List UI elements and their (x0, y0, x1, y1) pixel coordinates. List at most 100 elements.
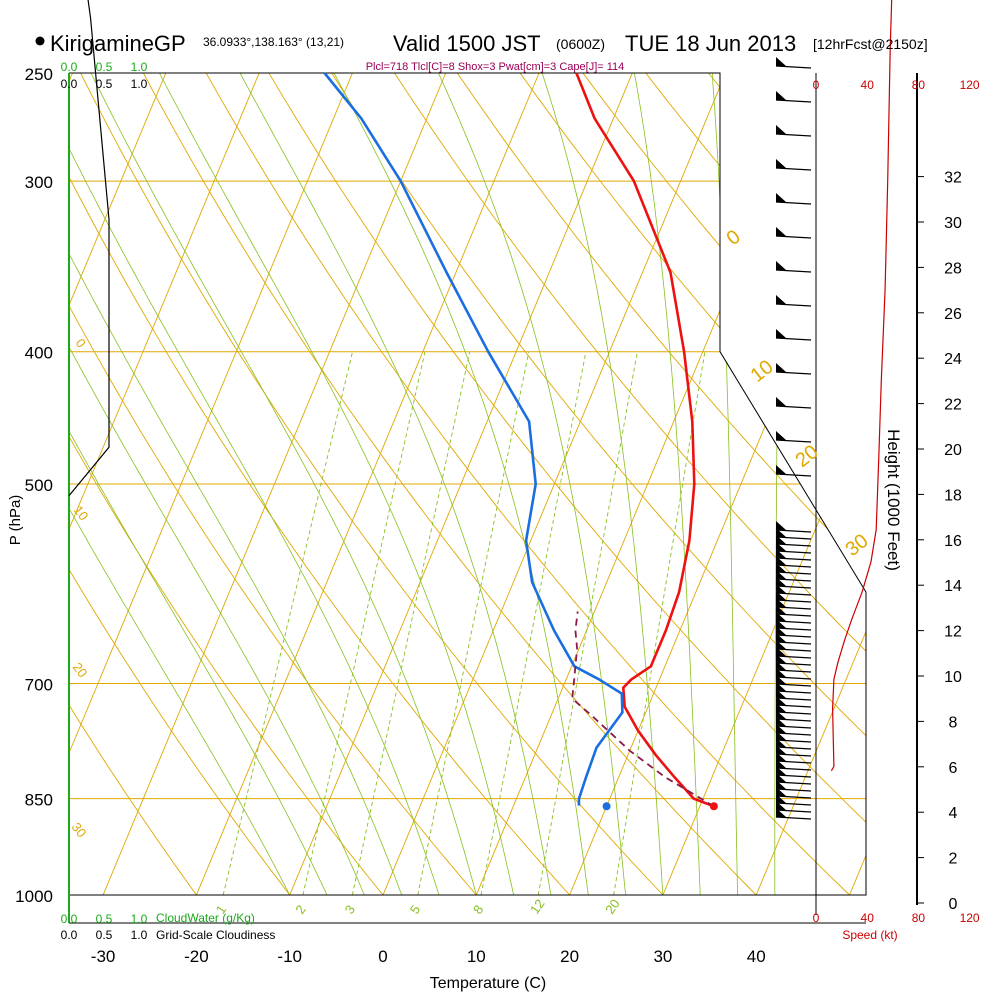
parcel-line (571, 611, 715, 808)
wind-barb (775, 724, 812, 736)
surface-temperature-marker (709, 802, 718, 811)
barb-staff (775, 711, 812, 715)
barb-flag (776, 766, 786, 775)
barb-staff (775, 753, 812, 757)
height-tick-label: 32 (944, 170, 962, 187)
height-tick-label: 20 (944, 442, 962, 459)
moist-adiabat (634, 73, 701, 895)
isotherm-line (849, 73, 866, 895)
wind-barb (775, 780, 812, 792)
cloudiness-tick-bottom: 0.5 (96, 928, 113, 942)
barb-flag (776, 521, 786, 530)
barb-staff (775, 473, 812, 477)
side-panels (68, 0, 893, 772)
pressure-tick-label: 250 (25, 65, 53, 84)
barb-staff (775, 725, 812, 729)
height-tick-label: 14 (944, 578, 962, 595)
wind-barbs (775, 57, 812, 820)
barb-staff (775, 809, 812, 813)
speed-axis-title: Speed (kt) (842, 928, 897, 942)
speed-tick-bottom: 40 (861, 911, 875, 925)
isotherm-label-left: 30 (69, 820, 90, 841)
wind-barb (775, 57, 812, 69)
wind-barb (775, 549, 812, 561)
pressure-tick-label: 1000 (15, 887, 53, 906)
barb-flag (776, 717, 786, 726)
barb-staff (775, 578, 812, 582)
barb-staff (775, 167, 812, 171)
barb-staff (775, 634, 812, 638)
isotherm-line (69, 73, 353, 895)
dry-adiabat (394, 73, 866, 895)
temperature-tick-label: 0 (378, 947, 387, 966)
surface-dewpoint-marker (602, 802, 611, 811)
barb-staff (775, 683, 812, 687)
wind-barb (775, 91, 812, 103)
speed-tick-bottom: 120 (960, 911, 980, 925)
wind-barb (775, 612, 812, 624)
barb-flag (776, 633, 786, 642)
dry-adiabat (80, 73, 664, 895)
mixing-ratio-label-text: 5 (407, 902, 423, 917)
station-coords: 36.0933°,138.163° (13,21) (203, 35, 344, 49)
barb-flag (776, 556, 786, 565)
barb-staff (775, 201, 812, 205)
dry-adiabat (331, 73, 866, 895)
wind-barb (775, 745, 812, 757)
barb-flag (776, 738, 786, 747)
barb-flag (776, 731, 786, 740)
barb-staff (775, 767, 812, 771)
barb-flag (776, 535, 786, 544)
barb-flag (776, 752, 786, 761)
height-tick-label: 10 (944, 669, 962, 686)
wind-barb (775, 731, 812, 743)
wind-barb (775, 696, 812, 708)
temperature-tick-label: 30 (653, 947, 672, 966)
barb-flag (776, 647, 786, 656)
mixing-ratio-line (351, 351, 471, 895)
wind-speed-profile (830, 0, 893, 772)
barb-flag (776, 794, 786, 803)
barb-flag (776, 787, 786, 796)
moist-adiabat (159, 73, 514, 895)
barb-flag (776, 780, 786, 789)
station-name: KirigamineGP (50, 31, 186, 56)
barb-staff (775, 606, 812, 610)
barb-staff (775, 99, 812, 103)
barb-staff (775, 235, 812, 239)
temperature-tick-label: 10 (467, 947, 486, 966)
barb-staff (775, 718, 812, 722)
moist-adiabat (69, 73, 403, 895)
mixing-ratio-line (537, 351, 638, 895)
barb-staff (775, 571, 812, 575)
wind-barb (775, 159, 812, 171)
barb-staff (775, 690, 812, 694)
wind-barb (775, 738, 812, 750)
barb-flag (776, 465, 786, 474)
height-tick-label: 2 (949, 851, 958, 868)
wind-barb (775, 528, 812, 540)
isotherm-label-left: 20 (70, 660, 91, 681)
wind-barb (775, 570, 812, 582)
pressure-tick-label: 850 (25, 791, 53, 810)
barb-flag (776, 626, 786, 635)
barb-flag (776, 528, 786, 537)
temperature-tick-label: 40 (747, 947, 766, 966)
isotherm-line (382, 73, 727, 895)
barb-staff (775, 648, 812, 652)
pressure-tick-label: 300 (25, 173, 53, 192)
height-tick-label: 0 (949, 896, 958, 913)
barb-staff (775, 676, 812, 680)
speed-tick-top: 120 (960, 78, 980, 92)
mixing-ratio-line (417, 351, 530, 895)
barb-flag (776, 591, 786, 600)
dry-adiabat (456, 73, 866, 895)
barb-staff (775, 732, 812, 736)
wind-barb (775, 801, 812, 813)
wind-barb (775, 710, 812, 722)
forecast-label: [12hrFcst@2150z] (813, 36, 928, 52)
wind-barb (775, 717, 812, 729)
barb-flag (776, 773, 786, 782)
speed-tick-top: 40 (861, 78, 875, 92)
